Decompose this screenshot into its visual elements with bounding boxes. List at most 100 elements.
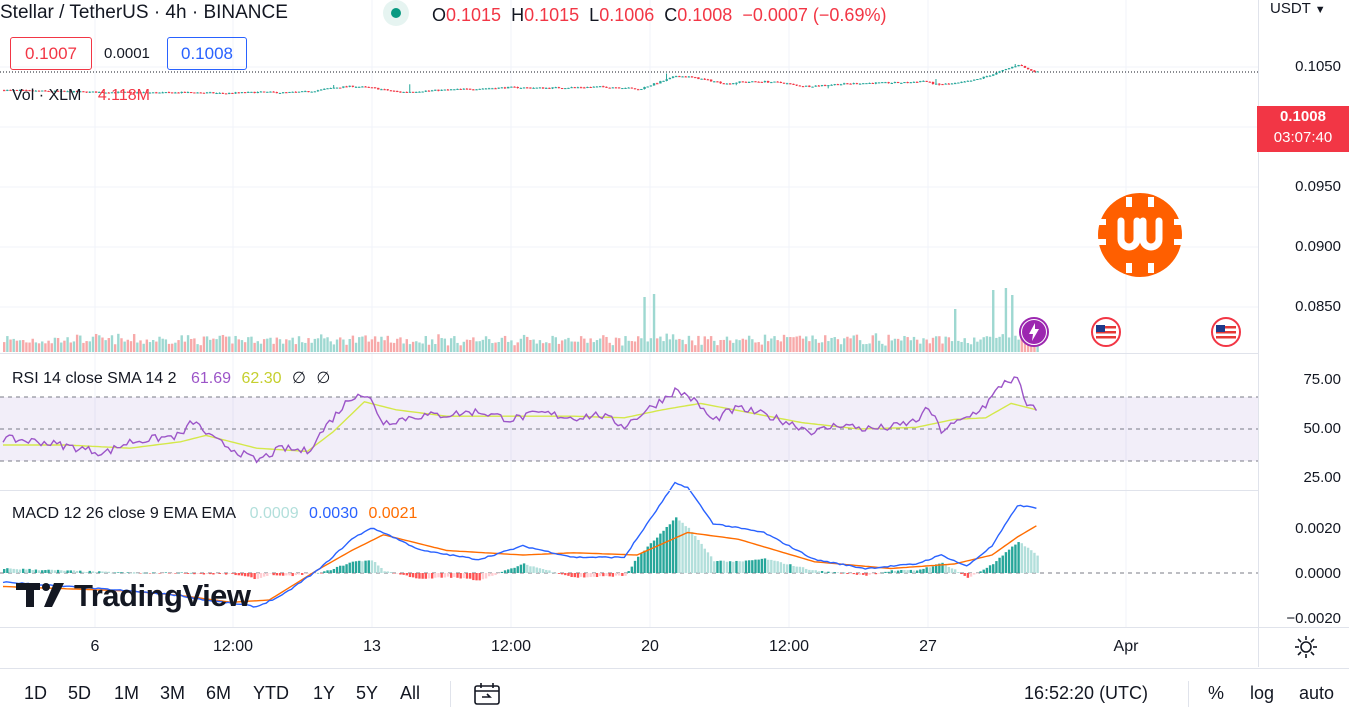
- macd-histogram-bar: [608, 573, 611, 577]
- volume-bar: [728, 340, 732, 352]
- rsi-tick: 50.00: [1303, 420, 1341, 437]
- bar-countdown: 03:07:40: [1273, 129, 1333, 146]
- macd-histogram-bar: [345, 564, 348, 573]
- volume-bar: [3, 342, 6, 352]
- rsi-label: RSI 14 close SMA 14 2: [12, 370, 177, 387]
- currency-selector[interactable]: USDT ▼: [1270, 0, 1326, 17]
- go-to-date-icon[interactable]: [474, 683, 500, 705]
- close-label: C: [664, 5, 678, 25]
- candle-body: [205, 92, 209, 94]
- macd-histogram-bar: [402, 573, 405, 575]
- range-all-button[interactable]: All: [400, 683, 421, 703]
- log-scale-toggle[interactable]: log: [1250, 683, 1275, 703]
- macd-histogram-bar: [253, 573, 256, 580]
- range-3m-button[interactable]: 3M: [160, 683, 186, 703]
- macd-histogram-bar: [757, 559, 760, 573]
- macd-legend[interactable]: MACD 12 26 close 9 EMA EMA 0.0009 0.0030…: [12, 505, 417, 523]
- candle-body: [915, 81, 919, 83]
- us-flag-event-icon[interactable]: [1211, 317, 1241, 347]
- macd-pane-divider[interactable]: [0, 490, 1258, 491]
- volume-bar: [785, 337, 789, 352]
- candle-body: [320, 89, 323, 91]
- candle-body: [909, 82, 913, 84]
- candle-body: [627, 87, 630, 89]
- candle-body: [171, 92, 174, 94]
- macd-histogram-bar: [513, 567, 516, 573]
- candle-body: [44, 90, 47, 92]
- candle-body: [766, 81, 770, 83]
- utc-clock[interactable]: 16:52:20 (UTC): [1024, 683, 1149, 703]
- macd-histogram-bar: [709, 556, 713, 573]
- candle-body: [215, 93, 218, 95]
- volume-bar: [1020, 335, 1023, 352]
- volume-bar: [288, 340, 291, 352]
- macd-histogram-bar: [1014, 544, 1017, 573]
- macd-signal-value: 0.0021: [368, 505, 418, 522]
- volume-bar: [979, 339, 982, 352]
- range-1m-button[interactable]: 1M: [114, 683, 140, 703]
- symbol-title[interactable]: Stellar / TetherUS · 4h · BINANCE: [0, 2, 288, 23]
- macd-histogram-bar: [1011, 546, 1014, 573]
- volume-bar: [988, 336, 992, 352]
- candle-body: [839, 84, 843, 86]
- macd-histogram-bar: [706, 552, 710, 573]
- candle-body: [529, 87, 532, 89]
- range-6m-button[interactable]: 6M: [206, 683, 232, 703]
- range-1d-button[interactable]: 1D: [24, 683, 48, 703]
- macd-histogram-bar: [519, 564, 523, 573]
- range-5y-button[interactable]: 5Y: [356, 683, 379, 703]
- volume-bar: [896, 338, 900, 352]
- volume-bar: [475, 341, 478, 352]
- sell-price-button[interactable]: 0.1007: [10, 37, 92, 70]
- rsi-pane-divider[interactable]: [0, 353, 1258, 354]
- volume-bar: [345, 344, 348, 352]
- candle-body: [107, 92, 111, 94]
- candle-body: [792, 83, 795, 85]
- volume-bar: [554, 337, 557, 352]
- lightning-event-icon[interactable]: [1019, 317, 1049, 347]
- macd-histogram-bar: [323, 571, 326, 573]
- candle-body: [852, 83, 855, 85]
- macd-histogram-bar: [820, 570, 824, 573]
- settings-gear-icon[interactable]: [1294, 635, 1318, 659]
- auto-scale-toggle[interactable]: auto: [1299, 683, 1335, 703]
- volume-bar: [373, 336, 377, 352]
- macd-histogram-bar: [976, 573, 979, 574]
- volume-bar: [671, 334, 675, 352]
- range-ytd-button[interactable]: YTD: [253, 683, 289, 703]
- volume-bar: [887, 334, 890, 352]
- range-5d-button[interactable]: 5D: [68, 683, 92, 703]
- candle-body: [817, 85, 821, 87]
- volume-bar: [757, 342, 760, 352]
- volume-bar: [611, 345, 615, 352]
- percent-scale-toggle[interactable]: %: [1208, 683, 1225, 703]
- market-status-icon[interactable]: [383, 0, 409, 26]
- volume-bar: [164, 339, 168, 352]
- rsi-legend[interactable]: RSI 14 close SMA 14 2 61.69 62.30 ∅ ∅: [12, 368, 330, 388]
- macd-histogram-bar: [728, 561, 732, 573]
- candle-body: [564, 88, 567, 90]
- candle-body: [560, 88, 564, 90]
- macd-histogram-bar: [576, 573, 580, 578]
- volume-bar: [814, 339, 817, 352]
- last-price-value: 0.1008: [1280, 108, 1326, 125]
- macd-histogram-bar: [931, 566, 935, 573]
- volume-bar: [538, 340, 542, 352]
- volume-legend[interactable]: Vol · XLM 4.118M: [12, 87, 150, 105]
- macd-histogram-bar: [877, 573, 881, 574]
- range-1y-button[interactable]: 1Y: [313, 683, 336, 703]
- volume-bar: [18, 340, 22, 352]
- buy-price-button[interactable]: 0.1008: [167, 37, 247, 70]
- macd-histogram-bar: [237, 573, 240, 576]
- volume-bar: [126, 339, 130, 352]
- candle-body: [722, 83, 725, 85]
- macd-histogram-bar: [522, 563, 526, 573]
- candle-body: [240, 92, 244, 94]
- price-chart-svg[interactable]: [0, 0, 1258, 667]
- us-flag-event-icon[interactable]: [1091, 317, 1121, 347]
- macd-histogram-bar: [703, 548, 706, 573]
- candle-body: [589, 87, 592, 89]
- candle-body: [858, 83, 862, 85]
- volume-bar: [161, 338, 164, 352]
